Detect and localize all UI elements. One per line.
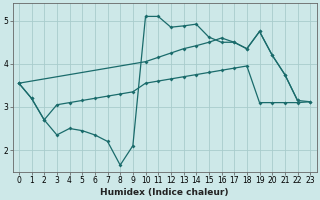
X-axis label: Humidex (Indice chaleur): Humidex (Indice chaleur): [100, 188, 229, 197]
